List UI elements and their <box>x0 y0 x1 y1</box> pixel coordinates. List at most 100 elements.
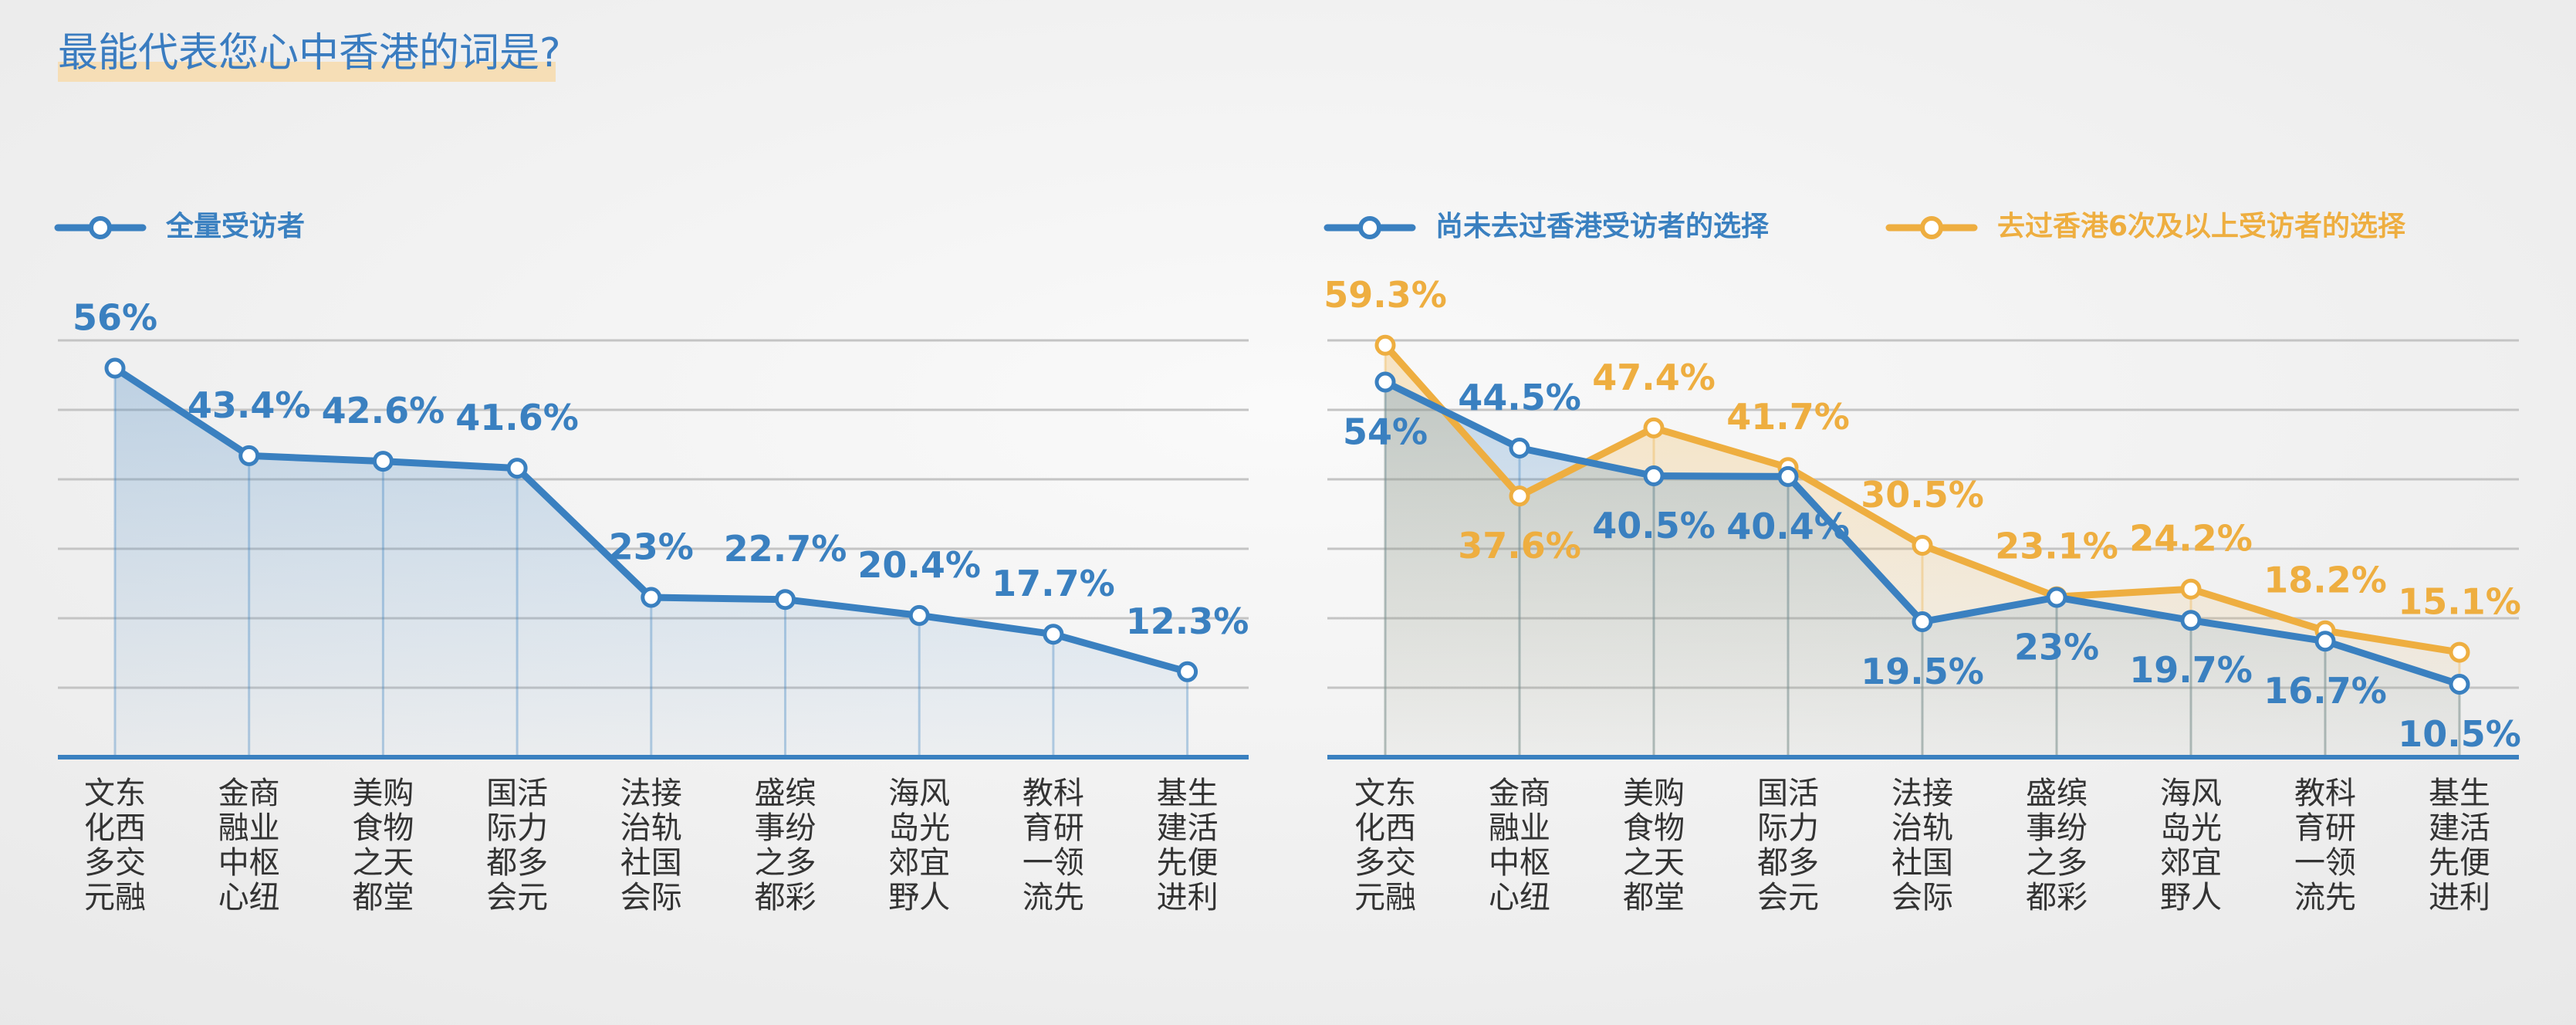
x-tick-label: 多交 <box>84 845 146 881</box>
data-point <box>238 445 260 466</box>
x-tick-label: 美购 <box>352 776 414 811</box>
data-label: 18.2% <box>2263 560 2387 601</box>
data-point <box>1643 417 1665 438</box>
legend-marker <box>1920 216 1943 239</box>
x-tick-label: 文东 <box>1354 776 1416 811</box>
data-point <box>641 587 662 608</box>
x-tick-label: 社国 <box>620 845 682 881</box>
x-tick-label: 法接 <box>1891 776 1953 811</box>
x-tick-label: 融业 <box>218 810 280 846</box>
title-highlight <box>58 62 556 82</box>
data-label: 10.5% <box>2398 713 2521 755</box>
x-tick-label: 际力 <box>486 810 548 846</box>
x-tick-label: 进利 <box>2429 880 2490 915</box>
legend-marker <box>89 216 112 239</box>
x-tick-label: 中枢 <box>1489 845 1550 881</box>
x-tick-label: 金商 <box>1489 776 1550 811</box>
data-label: 23% <box>609 526 694 568</box>
x-tick-label: 都堂 <box>1623 880 1685 915</box>
x-tick-label: 育研 <box>2294 810 2356 846</box>
data-point <box>1777 465 1799 487</box>
data-label: 23.1% <box>1995 526 2118 567</box>
x-tick-label: 元融 <box>1354 880 1416 915</box>
x-tick-label: 法接 <box>620 776 682 811</box>
data-label: 17.7% <box>992 563 1115 604</box>
x-tick-label: 食物 <box>352 810 414 846</box>
data-label: 40.4% <box>1726 506 1850 547</box>
x-tick-label: 建活 <box>2429 810 2490 846</box>
x-tick-label: 基生 <box>2429 776 2490 811</box>
data-label: 40.5% <box>1592 505 1716 546</box>
data-point <box>2314 631 2336 652</box>
data-label: 37.6% <box>1458 525 1581 567</box>
x-tick-label: 流先 <box>2294 880 2356 915</box>
legend-label: 尚未去过香港受访者的选择 <box>1435 211 1770 242</box>
data-label: 43.4% <box>188 384 311 426</box>
data-label: 19.7% <box>2129 649 2253 691</box>
data-label: 54% <box>1343 411 1428 453</box>
data-label: 41.7% <box>1726 396 1850 438</box>
x-tick-label: 化西 <box>84 810 146 846</box>
data-point <box>2449 674 2470 695</box>
data-point <box>506 458 528 479</box>
x-tick-label: 都堂 <box>352 880 414 915</box>
x-tick-label: 文东 <box>84 776 146 811</box>
x-tick-label: 育研 <box>1023 810 1084 846</box>
x-tick-label: 心纽 <box>1489 880 1550 915</box>
data-label: 41.6% <box>455 397 579 438</box>
x-tick-label: 会元 <box>486 880 548 915</box>
data-point <box>1912 535 1933 556</box>
data-point <box>1374 334 1396 356</box>
x-tick-label: 心纽 <box>218 880 280 915</box>
legend-label: 去过香港6次及以上受访者的选择 <box>1997 211 2406 242</box>
x-tick-label: 都多 <box>486 845 548 881</box>
x-tick-label: 食物 <box>1623 810 1685 846</box>
x-tick-label: 岛光 <box>888 810 950 846</box>
data-point <box>1509 438 1530 458</box>
x-tick-label: 海风 <box>888 776 950 811</box>
x-tick-label: 一领 <box>1023 845 1084 881</box>
data-point <box>2046 587 2067 608</box>
x-tick-label: 融业 <box>1489 810 1550 846</box>
x-tick-label: 海风 <box>2160 776 2222 811</box>
x-tick-label: 之多 <box>2026 845 2088 881</box>
data-label: 12.3% <box>1126 600 1249 642</box>
x-tick-label: 都多 <box>1757 845 1819 881</box>
x-tick-label: 都彩 <box>2026 880 2088 915</box>
data-label: 56% <box>73 297 157 339</box>
x-tick-label: 先便 <box>2429 845 2490 881</box>
x-tick-label: 会元 <box>1757 880 1819 915</box>
data-point <box>372 451 394 472</box>
x-tick-label: 中枢 <box>218 845 280 881</box>
x-tick-label: 基生 <box>1157 776 1219 811</box>
data-label: 59.3% <box>1323 274 1447 316</box>
data-label: 24.2% <box>2129 518 2253 560</box>
x-tick-label: 之天 <box>1623 845 1685 881</box>
data-point <box>1177 661 1198 682</box>
x-tick-label: 郊宜 <box>888 845 950 881</box>
x-tick-label: 之多 <box>755 845 816 881</box>
data-point <box>2449 641 2470 663</box>
data-label: 30.5% <box>1861 474 1984 516</box>
data-label: 20.4% <box>857 544 981 586</box>
data-label: 42.6% <box>322 390 445 431</box>
x-tick-label: 社国 <box>1891 845 1953 881</box>
x-tick-label: 金商 <box>218 776 280 811</box>
x-tick-label: 都彩 <box>755 880 816 915</box>
x-tick-label: 野人 <box>888 880 950 915</box>
data-label: 19.5% <box>1861 651 1984 692</box>
legend-label: 全量受访者 <box>165 210 305 242</box>
x-tick-label: 元融 <box>84 880 146 915</box>
x-tick-label: 先便 <box>1157 845 1219 881</box>
x-tick-label: 野人 <box>2160 880 2222 915</box>
x-tick-label: 进利 <box>1157 880 1219 915</box>
x-tick-label: 教科 <box>2294 776 2356 811</box>
x-tick-label: 之天 <box>352 845 414 881</box>
x-tick-label: 盛缤 <box>2026 776 2088 811</box>
data-point <box>1374 371 1396 393</box>
data-label: 15.1% <box>2398 581 2521 623</box>
data-point <box>1043 624 1064 645</box>
data-point <box>1643 465 1665 486</box>
x-tick-label: 一领 <box>2294 845 2356 881</box>
